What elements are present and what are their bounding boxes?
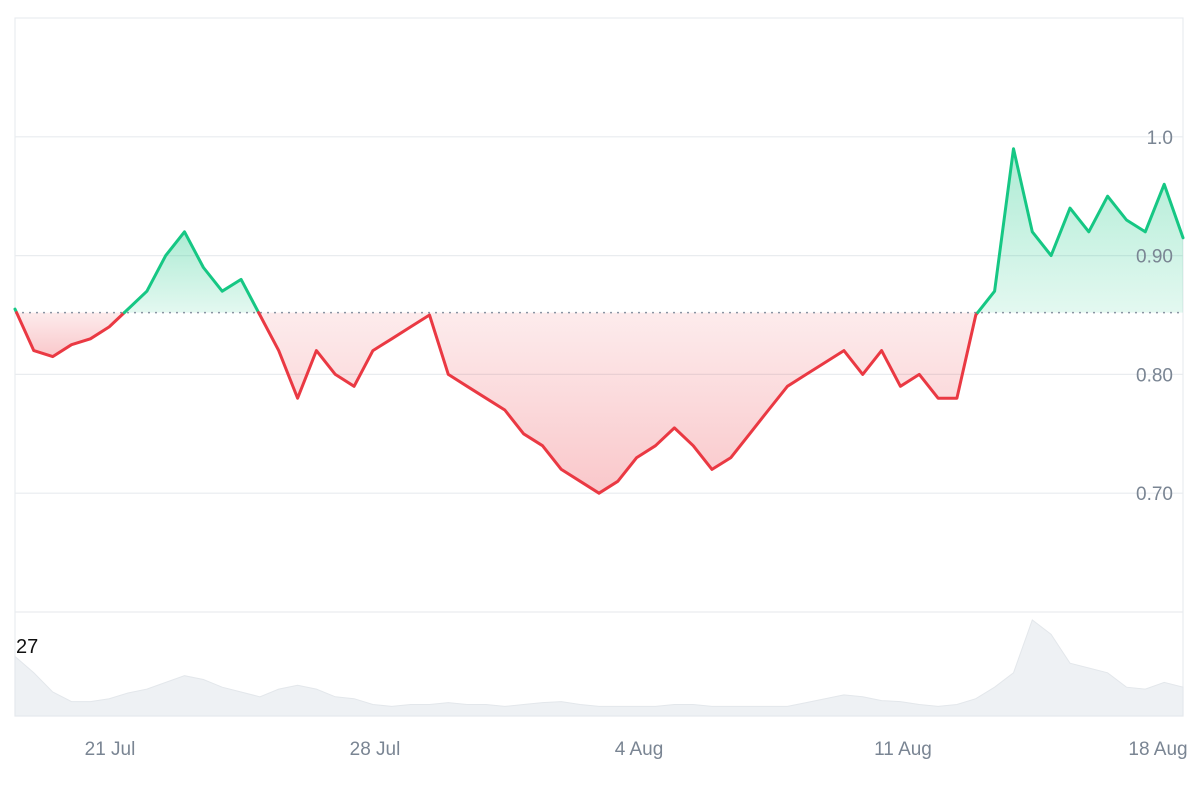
y-tick-label: 0.90 (1136, 247, 1173, 268)
area-below-baseline (16, 312, 125, 357)
volume-label: 27 (16, 636, 38, 658)
volume-area (14, 619, 1184, 717)
x-tick-label: 11 Aug (874, 739, 932, 760)
y-tick-label: 1.0 (1147, 128, 1173, 149)
x-tick-label: 28 Jul (350, 739, 401, 760)
y-tick-label: 0.80 (1136, 365, 1173, 386)
x-tick-label: 21 Jul (85, 739, 136, 760)
area-below-baseline (258, 312, 978, 494)
price-line-above (976, 147, 1185, 315)
y-tick-label: 0.70 (1136, 484, 1173, 505)
price-line-below (15, 311, 126, 359)
x-tick-label: 18 Aug (1128, 739, 1187, 760)
area-above-baseline (124, 231, 259, 313)
area-above-baseline (977, 148, 1183, 313)
price-line-above (122, 230, 261, 315)
x-tick-label: 4 Aug (615, 739, 664, 760)
price-line-below (257, 311, 980, 495)
